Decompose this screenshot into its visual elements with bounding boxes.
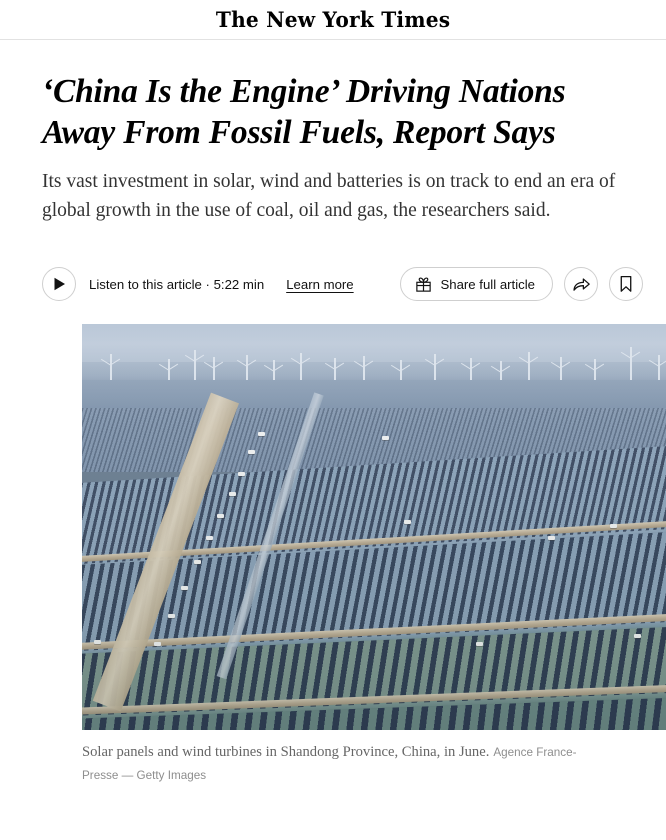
- gift-icon: [416, 277, 432, 292]
- photo-credit: Agence France-Presse — Getty Images: [82, 746, 577, 783]
- photo-caption: Solar panels and wind turbines in Shando…: [82, 741, 603, 786]
- article-body: ‘China Is the Engine’ Driving Nations Aw…: [0, 72, 666, 787]
- audio-player-group: Listen to this article · 5:22 min Learn …: [42, 267, 354, 302]
- article-toolbar: Listen to this article · 5:22 min Learn …: [42, 266, 643, 302]
- article-summary: Its vast investment in solar, wind and b…: [42, 171, 616, 221]
- article-figure: Solar panels and wind turbines in Shando…: [82, 324, 666, 786]
- share-full-article-label: Share full article: [440, 276, 535, 292]
- nyt-masthead-logo[interactable]: The New York Times: [215, 7, 451, 32]
- article-actions: Share full article: [400, 267, 643, 302]
- share-arrow-icon: [572, 278, 590, 291]
- article-headline: ‘China Is the Engine’ Driving Nations Aw…: [42, 73, 566, 151]
- listen-label: Listen to this article · 5:22 min: [89, 276, 265, 292]
- wind-turbine-group: [82, 330, 666, 381]
- save-bookmark-button[interactable]: [609, 267, 643, 302]
- site-header: The New York Times: [0, 0, 666, 40]
- photo-caption-text: Solar panels and wind turbines in Shando…: [82, 744, 490, 761]
- play-button[interactable]: [42, 267, 76, 302]
- share-button[interactable]: [564, 267, 598, 302]
- photo-horizon-haze: [82, 362, 666, 385]
- bookmark-icon: [620, 276, 632, 293]
- lead-photo[interactable]: [82, 324, 666, 731]
- share-full-article-button[interactable]: Share full article: [400, 267, 553, 302]
- play-icon: [54, 278, 65, 291]
- learn-more-link[interactable]: Learn more: [286, 276, 354, 292]
